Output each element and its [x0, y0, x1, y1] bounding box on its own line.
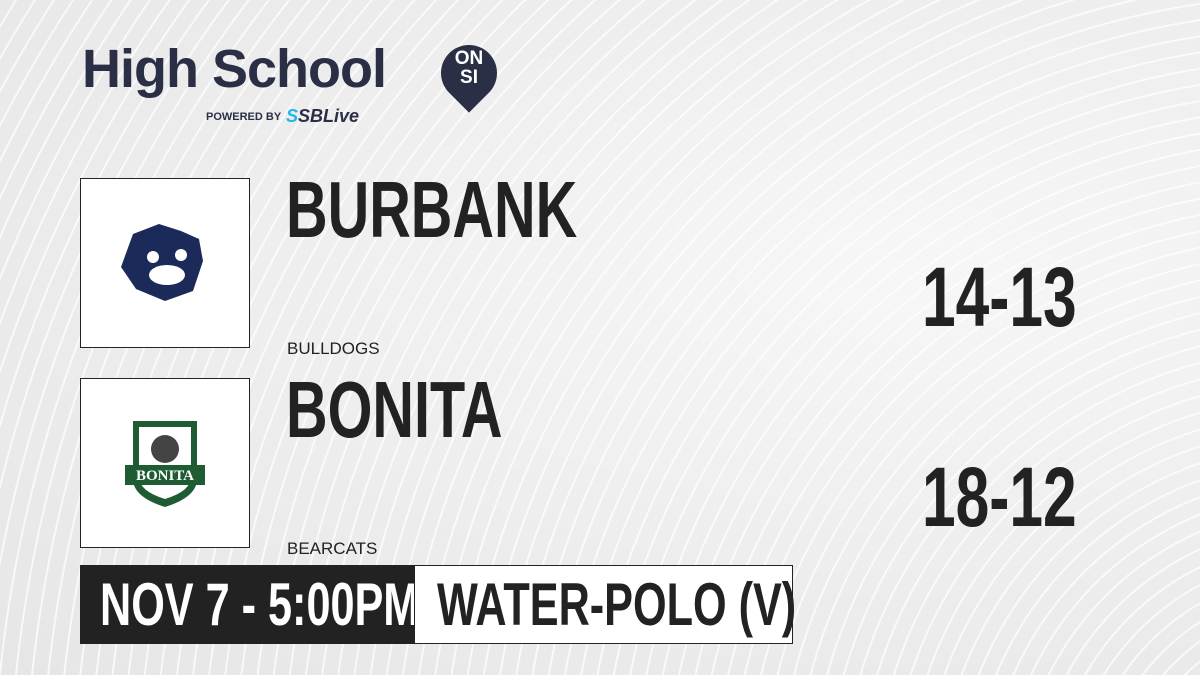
- team-name-bonita: BONITA: [286, 365, 503, 454]
- team-mascot-bonita: BEARCATS: [287, 539, 378, 558]
- bonita-logo-box: BONITA: [80, 378, 250, 548]
- game-sport-bar: [414, 565, 793, 644]
- svg-text:BONITA: BONITA: [136, 468, 194, 484]
- bulldog-logo-icon: [121, 224, 203, 301]
- game-sport: WATER-POLO (V): [437, 571, 797, 638]
- team-record-bonita: 18-12: [922, 450, 1077, 544]
- game-datetime-bar: [80, 565, 414, 644]
- sblive-logo: SSBLive: [286, 106, 360, 126]
- brand-title: High School: [82, 39, 387, 99]
- game-datetime: NOV 7 - 5:00PM: [100, 571, 420, 638]
- powered-by-label: POWERED BY: [206, 111, 282, 123]
- team-record-burbank: 14-13: [922, 250, 1077, 344]
- bearcat-shield-logo-icon: BONITA: [125, 421, 205, 507]
- team-name-burbank: BURBANK: [286, 165, 578, 254]
- on-si-badge: ON SI: [454, 48, 484, 88]
- burbank-logo-box: [80, 178, 250, 348]
- team-mascot-burbank: BULLDOGS: [287, 339, 380, 358]
